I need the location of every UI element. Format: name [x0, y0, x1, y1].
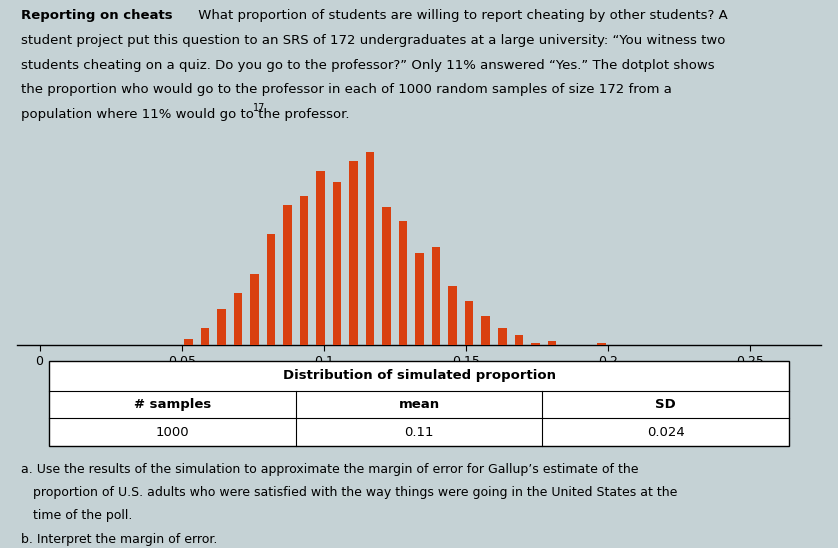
Text: population where 11% would go to the professor.: population where 11% would go to the pro… — [21, 108, 349, 121]
Bar — [365, 152, 375, 345]
Bar — [498, 328, 506, 345]
Text: 0.11: 0.11 — [404, 426, 434, 438]
Text: Reporting on cheats: Reporting on cheats — [21, 9, 173, 22]
Bar — [382, 207, 391, 345]
Bar — [217, 309, 225, 345]
Text: students cheating on a quiz. Do you go to the professor?” Only 11% answered “Yes: students cheating on a quiz. Do you go t… — [21, 59, 715, 72]
Bar — [482, 316, 490, 345]
Bar — [597, 343, 606, 345]
Bar — [432, 248, 441, 345]
Bar — [300, 196, 308, 345]
Bar — [416, 253, 424, 345]
Text: # samples: # samples — [134, 398, 211, 411]
Text: What proportion of students are willing to report cheating by other students? A: What proportion of students are willing … — [194, 9, 727, 22]
Text: b. Interpret the margin of error.: b. Interpret the margin of error. — [21, 533, 217, 546]
Bar — [266, 234, 275, 345]
Bar — [200, 328, 209, 345]
Bar — [49, 361, 789, 446]
Bar — [333, 182, 341, 345]
Text: 17: 17 — [253, 103, 266, 113]
Bar — [531, 343, 540, 345]
Bar — [399, 221, 407, 345]
Bar — [283, 206, 292, 345]
Text: SD: SD — [655, 398, 676, 411]
Bar — [349, 162, 358, 345]
Bar — [547, 341, 556, 345]
Bar — [448, 286, 457, 345]
X-axis label: Simulated sample proportion who would say “Yes”: Simulated sample proportion who would sa… — [220, 373, 618, 386]
Bar — [515, 335, 523, 345]
Text: the proportion who would go to the professor in each of 1000 random samples of s: the proportion who would go to the profe… — [21, 83, 672, 96]
Text: 0.024: 0.024 — [647, 426, 685, 438]
Text: proportion of U.S. adults who were satisfied with the way things were going in t: proportion of U.S. adults who were satis… — [21, 486, 677, 499]
Text: Distribution of simulated proportion: Distribution of simulated proportion — [282, 369, 556, 382]
Text: student project put this question to an SRS of 172 undergraduates at a large uni: student project put this question to an … — [21, 34, 725, 47]
Bar — [234, 293, 242, 345]
Text: time of the poll.: time of the poll. — [21, 509, 132, 522]
Bar — [184, 339, 193, 345]
Text: 1000: 1000 — [156, 426, 189, 438]
Bar — [250, 274, 259, 345]
Text: a. Use the results of the simulation to approximate the margin of error for Gall: a. Use the results of the simulation to … — [21, 463, 639, 476]
Bar — [316, 171, 325, 345]
Text: mean: mean — [398, 398, 440, 411]
Bar — [465, 301, 473, 345]
